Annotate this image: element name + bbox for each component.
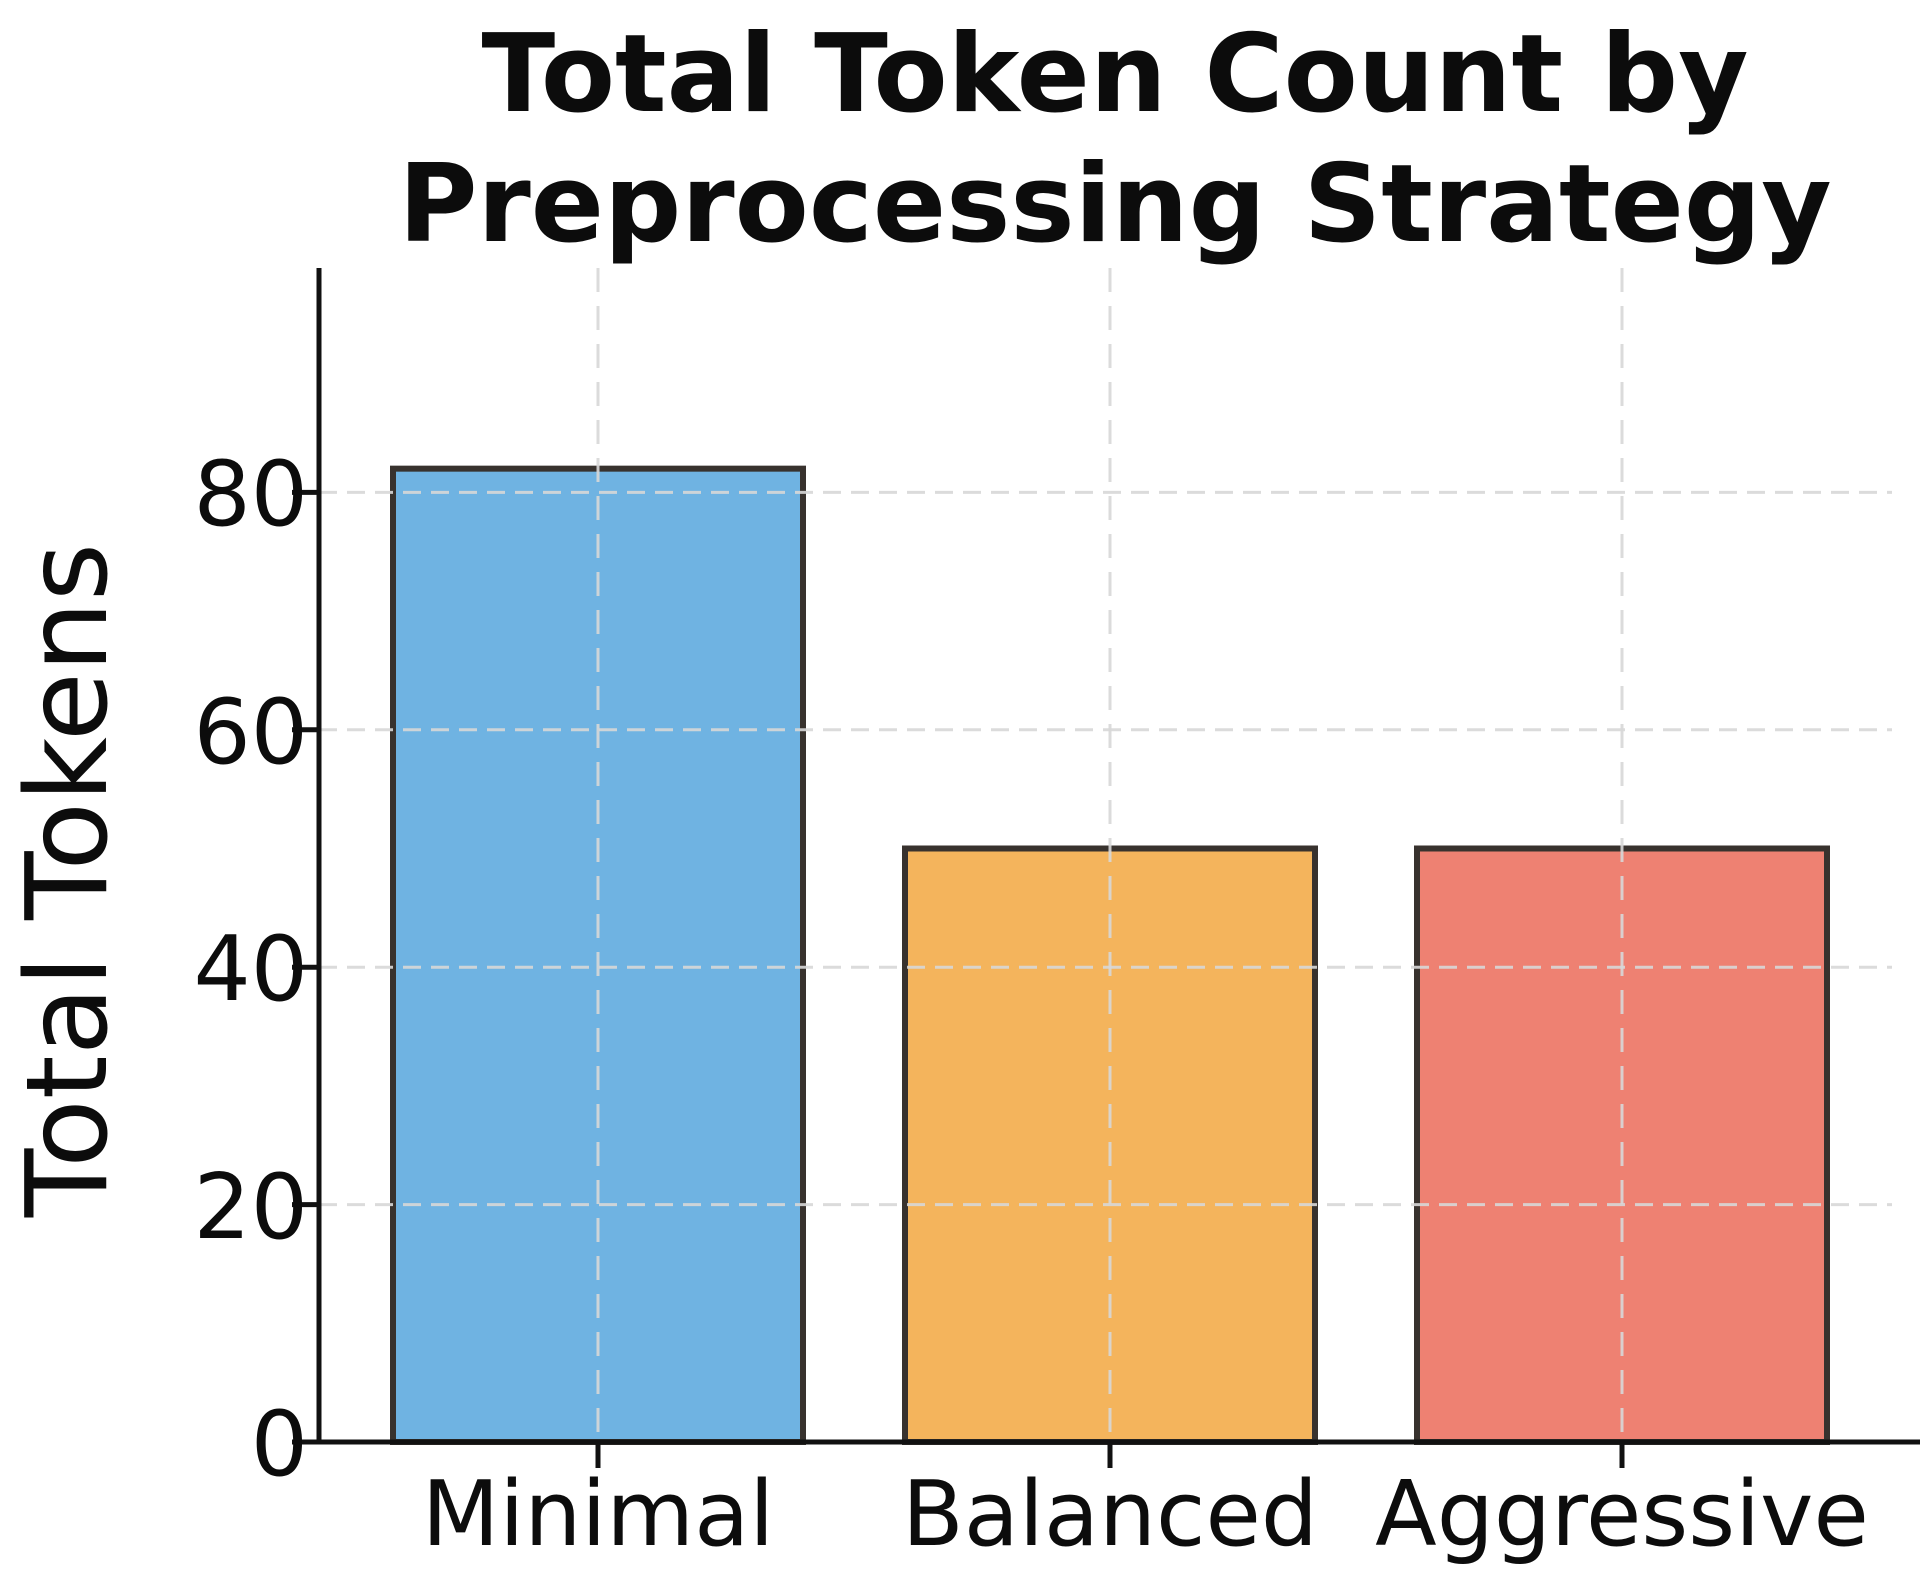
y-tick-label-60: 60	[193, 679, 308, 785]
y-tick-label-20: 20	[193, 1154, 308, 1260]
x-tick-label-balanced: Balanced	[901, 1462, 1319, 1567]
chart-title-line-1: Total Token Count by	[481, 12, 1749, 137]
y-tick-label-80: 80	[193, 442, 308, 548]
x-tick-label-minimal: Minimal	[421, 1462, 775, 1567]
chart-title: Total Token Count by Preprocessing Strat…	[315, 10, 1915, 269]
x-tick-label-aggressive: Aggressive	[1375, 1462, 1869, 1567]
y-tick-label-0: 0	[250, 1392, 308, 1497]
y-tick-label-40: 40	[193, 917, 308, 1023]
chart-title-line-2: Preprocessing Strategy	[398, 141, 1832, 267]
